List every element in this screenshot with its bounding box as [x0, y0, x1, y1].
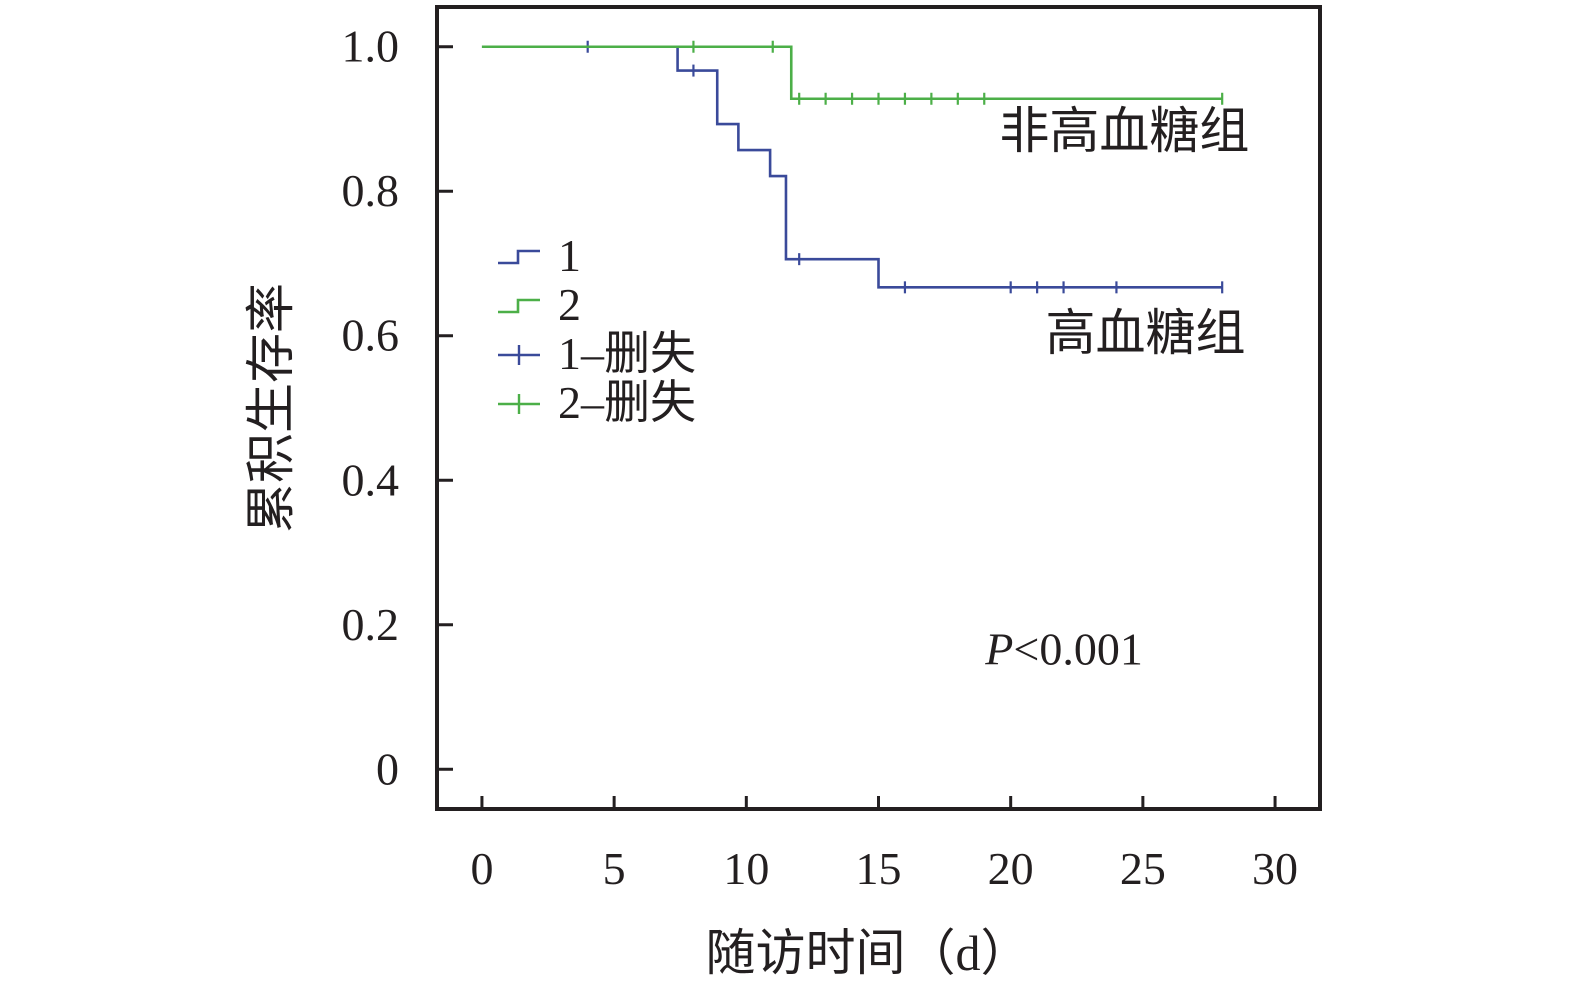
- legend-item: 2–删失: [498, 377, 696, 428]
- x-tick-label: 25: [1120, 843, 1166, 894]
- p-value-text: <0.001: [1013, 623, 1142, 674]
- legend-label: 1–删失: [558, 328, 696, 379]
- legend: 121–删失2–删失: [498, 230, 696, 428]
- y-tick-label: 0.2: [342, 599, 400, 650]
- x-tick-label: 30: [1252, 843, 1298, 894]
- y-tick-label: 0.8: [342, 165, 400, 216]
- legend-item: 1–删失: [498, 328, 696, 379]
- p-value-letter: P: [984, 623, 1013, 674]
- legend-label: 2–删失: [558, 377, 696, 428]
- group-label: 非高血糖组: [999, 103, 1249, 159]
- p-value-label: P<0.001: [984, 623, 1143, 674]
- legend-label: 2: [558, 279, 581, 330]
- group-label: 高血糖组: [1046, 305, 1246, 361]
- x-tick-label: 5: [603, 843, 626, 894]
- y-tick-label: 0.4: [342, 454, 400, 505]
- legend-step-swatch: [498, 298, 540, 314]
- series-line-1: [481, 45, 1223, 289]
- y-axis-label: 累积生存率: [243, 283, 299, 533]
- x-axis: 0 5 10 15 20 25 30: [470, 796, 1298, 894]
- series-layer: [481, 40, 1224, 294]
- x-tick-label: 10: [723, 843, 769, 894]
- y-tick-label: 0: [376, 743, 399, 794]
- x-axis-label: 随访时间（d）: [706, 925, 1031, 981]
- x-tick-label: 20: [988, 843, 1034, 894]
- x-tick-label: 0: [470, 843, 493, 894]
- y-tick-label: 1.0: [342, 21, 400, 72]
- legend-item: 1: [498, 230, 581, 281]
- y-tick-label: 0.6: [342, 310, 400, 361]
- x-tick-label: 15: [856, 843, 902, 894]
- legend-step-swatch: [498, 249, 540, 265]
- legend-label: 1: [558, 230, 581, 281]
- series-line-2: [481, 45, 1223, 101]
- legend-item: 2: [498, 279, 581, 330]
- y-axis: 0 0.2 0.4 0.6 0.8 1.0: [342, 21, 453, 794]
